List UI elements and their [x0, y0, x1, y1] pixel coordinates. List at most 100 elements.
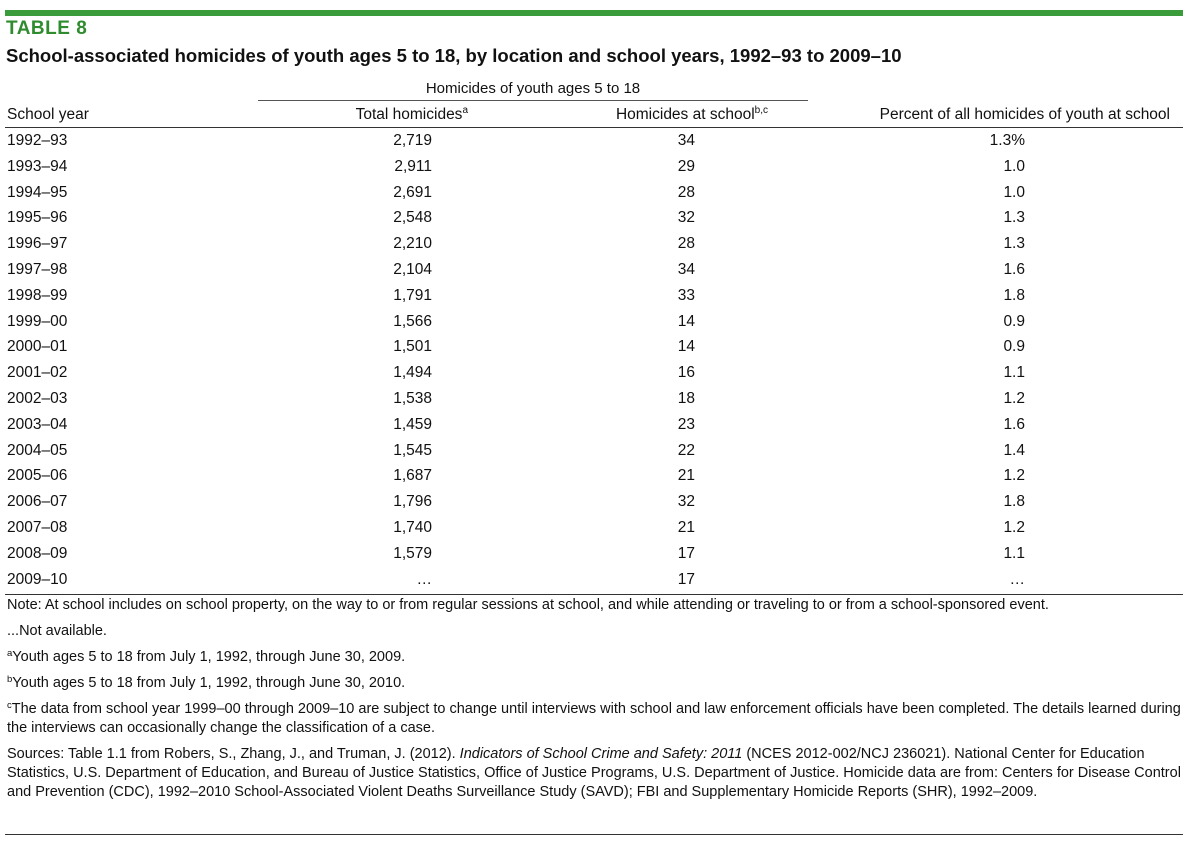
cell-school: 34	[677, 260, 695, 278]
cell-percent: 0.9	[1003, 338, 1025, 356]
cell-total: 1,579	[393, 544, 432, 562]
cell-percent: 1.2	[1003, 389, 1025, 407]
table-body: 1992–93 2,719 34 1.3% 1993–94 2,911 29 1.0 1994–…	[0, 128, 1188, 592]
cell-percent: 1.3	[1003, 235, 1025, 253]
cell-total: …	[416, 570, 433, 588]
cell-year: 1993–94	[7, 157, 68, 175]
cell-school: 21	[677, 467, 695, 485]
cell-school: 22	[677, 441, 695, 459]
cell-percent: 1.1	[1003, 544, 1025, 562]
cell-year: 2002–03	[7, 389, 68, 407]
cell-total: 2,719	[393, 132, 432, 149]
cell-total: 1,538	[393, 389, 432, 407]
body-bottom-rule	[5, 594, 1183, 595]
cell-percent: 1.6	[1003, 415, 1025, 433]
top-accent-bar	[5, 10, 1183, 16]
cell-total: 1,791	[393, 286, 432, 304]
cell-percent: 1.3	[1003, 209, 1025, 227]
cell-school: 14	[677, 312, 695, 330]
cell-total: 2,548	[393, 209, 432, 227]
cell-year: 2001–02	[7, 364, 68, 382]
cell-school: 32	[677, 493, 695, 511]
table-row: 2003–04 1,459 23 1.6	[0, 412, 1188, 438]
cell-percent: 1.0	[1003, 183, 1025, 201]
table-notes: Note: At school includes on school prope…	[7, 596, 1183, 809]
cell-school: 18	[677, 389, 695, 407]
cell-year: 1992–93	[7, 132, 68, 149]
table-row: 2004–05 1,545 22 1.4	[0, 438, 1188, 464]
table-row: 1997–98 2,104 34 1.6	[0, 257, 1188, 283]
cell-total: 1,796	[393, 493, 432, 511]
cell-school: 14	[677, 338, 695, 356]
not-available-note: ...Not available.	[7, 623, 107, 639]
cell-school: 23	[677, 415, 695, 433]
cell-year: 1996–97	[7, 235, 68, 253]
cell-school: 17	[677, 570, 695, 588]
column-header-school: Homicides at schoolb,c	[615, 105, 768, 124]
column-header-total: Total homicidesa	[355, 105, 468, 124]
cell-school: 17	[677, 544, 695, 562]
cell-total: 2,104	[393, 260, 432, 278]
table-row: 2002–03 1,538 18 1.2	[0, 386, 1188, 412]
sources-note: Sources: Table 1.1 from Robers, S., Zhan…	[7, 746, 1181, 800]
header-rule	[5, 127, 1183, 128]
table-row: 2005–06 1,687 21 1.2	[0, 463, 1188, 489]
cell-year: 2008–09	[7, 544, 68, 562]
table-row: 2007–08 1,740 21 1.2	[0, 515, 1188, 541]
cell-year: 2006–07	[7, 493, 68, 511]
footnote-b: bYouth ages 5 to 18 from July 1, 1992, t…	[7, 674, 406, 691]
cell-school: 21	[677, 518, 695, 536]
cell-total: 1,566	[393, 312, 432, 330]
note-text: Note: At school includes on school prope…	[7, 597, 1049, 613]
cell-school: 33	[677, 286, 695, 304]
cell-year: 2005–06	[7, 467, 68, 485]
table-row: 1999–00 1,566 14 0.9	[0, 309, 1188, 335]
cell-year: 1997–98	[7, 260, 68, 278]
column-header-percent: Percent of all homicides of youth at sch…	[879, 106, 1170, 123]
table-row: 1993–94 2,911 29 1.0	[0, 154, 1188, 180]
cell-year: 2000–01	[7, 338, 68, 356]
table-row: 1995–96 2,548 32 1.3	[0, 205, 1188, 231]
footnote-a: aYouth ages 5 to 18 from July 1, 1992, t…	[7, 648, 406, 665]
footnote-marker: b,c	[754, 105, 768, 116]
cell-year: 1998–99	[7, 286, 68, 304]
table-row: 2008–09 1,579 17 1.1	[0, 541, 1188, 567]
table-row: 2000–01 1,501 14 0.9	[0, 334, 1188, 360]
cell-percent: 1.1	[1003, 364, 1025, 382]
footnote-c: cThe data from school year 1999–00 throu…	[7, 700, 1181, 736]
cell-school: 16	[677, 364, 695, 382]
cell-percent: 1.3%	[989, 132, 1025, 149]
group-header: Homicides of youth ages 5 to 18	[258, 80, 808, 101]
cell-total: 1,501	[393, 338, 432, 356]
cell-percent: 1.8	[1003, 286, 1025, 304]
cell-total: 2,911	[394, 157, 432, 175]
table-row: 2001–02 1,494 16 1.1	[0, 360, 1188, 386]
cell-percent: 1.8	[1003, 493, 1025, 511]
cell-percent: 1.0	[1003, 157, 1025, 175]
cell-year: 2004–05	[7, 441, 68, 459]
table-label: TABLE 8	[6, 18, 88, 39]
cell-school: 32	[677, 209, 695, 227]
cell-school: 28	[677, 235, 695, 253]
table-row: 1994–95 2,691 28 1.0	[0, 180, 1188, 206]
footer-rule	[5, 834, 1183, 835]
cell-school: 29	[677, 157, 695, 175]
cell-year: 2009–10	[7, 570, 68, 588]
cell-total: 1,459	[393, 415, 432, 433]
cell-year: 1994–95	[7, 183, 68, 201]
cell-percent: …	[1009, 570, 1026, 588]
table-row: 1992–93 2,719 34 1.3%	[0, 128, 1188, 154]
table-row: 2006–07 1,796 32 1.8	[0, 489, 1188, 515]
cell-total: 2,691	[393, 183, 432, 201]
cell-percent: 0.9	[1003, 312, 1025, 330]
table-title: School-associated homicides of youth age…	[6, 45, 902, 66]
cell-school: 34	[677, 132, 695, 149]
cell-year: 1995–96	[7, 209, 68, 227]
table-row: 1996–97 2,210 28 1.3	[0, 231, 1188, 257]
cell-total: 1,545	[393, 441, 432, 459]
cell-year: 2007–08	[7, 518, 68, 536]
cell-school: 28	[677, 183, 695, 201]
column-header-year: School year	[7, 106, 89, 123]
cell-percent: 1.2	[1003, 518, 1025, 536]
cell-year: 1999–00	[7, 312, 68, 330]
